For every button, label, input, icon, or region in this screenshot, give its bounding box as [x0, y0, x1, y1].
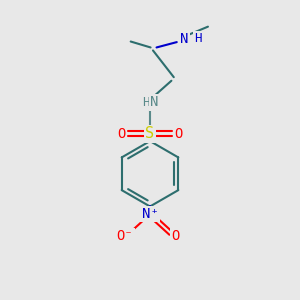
Text: N: N [150, 95, 159, 110]
Text: H: H [142, 96, 149, 109]
Text: O: O [118, 127, 126, 141]
Text: O: O [171, 229, 179, 243]
Text: H: H [194, 32, 201, 45]
Text: O⁻: O⁻ [116, 229, 133, 243]
Text: S: S [146, 126, 154, 141]
Text: N⁺: N⁺ [142, 207, 158, 221]
Text: O: O [174, 127, 182, 141]
Text: N: N [180, 32, 188, 46]
